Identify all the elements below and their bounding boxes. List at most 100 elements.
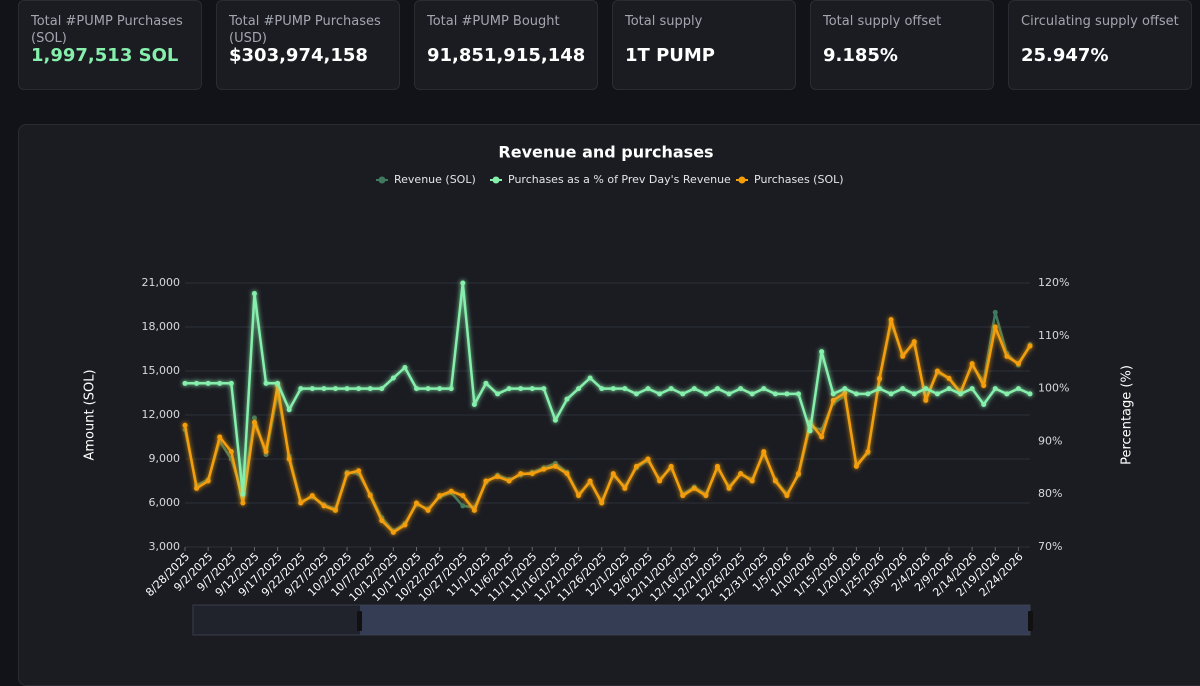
data-point — [946, 386, 952, 392]
data-point — [819, 434, 825, 440]
data-point — [981, 401, 987, 407]
data-point — [356, 386, 362, 392]
data-point — [356, 468, 362, 474]
data-point — [923, 386, 929, 392]
data-point — [298, 500, 304, 506]
y-tick-label: 18,000 — [142, 320, 181, 333]
data-point — [888, 317, 894, 323]
data-point — [205, 478, 211, 484]
data-point — [772, 391, 778, 397]
data-point — [865, 449, 871, 455]
data-point — [402, 522, 408, 528]
stat-label: Total #PUMP Bought — [427, 14, 560, 29]
navigator-handle[interactable] — [357, 611, 362, 631]
data-point — [714, 386, 720, 392]
stat-value: 1,997,513 SOL — [31, 45, 179, 66]
data-point — [992, 324, 998, 330]
data-point — [969, 386, 975, 392]
data-point — [506, 478, 512, 484]
legend-swatch — [378, 176, 386, 184]
stat-value: 1T PUMP — [625, 45, 715, 66]
stat-value: $303,974,158 — [229, 45, 368, 66]
y2-tick-label: 120% — [1038, 276, 1069, 289]
data-point — [471, 401, 477, 407]
data-point — [460, 280, 466, 286]
data-point — [911, 391, 917, 397]
stat-label: Total supply — [625, 14, 703, 29]
data-point — [344, 471, 350, 477]
data-point — [587, 478, 593, 484]
data-point — [807, 428, 813, 434]
stat-label: Total #PUMP Purchases (USD) — [229, 14, 381, 46]
data-point — [251, 415, 257, 421]
data-point — [958, 391, 964, 397]
data-point — [286, 456, 292, 462]
data-point — [286, 407, 292, 413]
data-point — [703, 391, 709, 397]
data-point — [194, 380, 200, 386]
data-point — [495, 391, 501, 397]
data-point — [668, 463, 674, 469]
data-point — [633, 463, 639, 469]
chart-panel — [18, 124, 1200, 686]
data-point — [795, 471, 801, 477]
y-tick-label: 12,000 — [142, 408, 181, 421]
legend-swatch — [738, 176, 746, 184]
stat-card: Total #PUMP Purchases (SOL) 1,997,513 SOL — [18, 0, 202, 90]
data-point — [622, 386, 628, 392]
data-point — [529, 386, 535, 392]
data-point — [379, 386, 385, 392]
data-point — [599, 386, 605, 392]
data-point — [969, 361, 975, 367]
data-point — [471, 507, 477, 513]
navigator-window[interactable] — [360, 605, 1030, 635]
y2-tick-label: 90% — [1038, 434, 1062, 447]
data-point — [981, 383, 987, 389]
data-point — [842, 386, 848, 392]
data-point — [298, 386, 304, 392]
data-point — [784, 493, 790, 499]
stat-card: Total #PUMP Bought 91,851,915,148 — [414, 0, 598, 90]
chart: Revenue and purchases Amount (SOL) Perce… — [83, 143, 1135, 636]
data-point — [506, 386, 512, 392]
data-point — [738, 386, 744, 392]
data-point — [576, 386, 582, 392]
data-point — [251, 419, 257, 425]
stat-card: Total supply offset 9.185% — [810, 0, 994, 90]
data-point — [830, 391, 836, 397]
data-point — [240, 491, 246, 497]
data-point — [182, 422, 188, 428]
data-point — [842, 390, 848, 396]
data-point — [425, 507, 431, 513]
data-point — [691, 485, 697, 491]
navigator-handle[interactable] — [1028, 611, 1033, 631]
stat-label: Circulating supply offset — [1021, 14, 1179, 29]
data-point — [552, 463, 558, 469]
y2-tick-label: 70% — [1038, 540, 1062, 553]
data-point — [518, 386, 524, 392]
data-point — [460, 493, 466, 499]
data-point — [518, 471, 524, 477]
data-point — [738, 471, 744, 477]
data-point — [344, 386, 350, 392]
data-point — [772, 478, 778, 484]
stat-card: Total #PUMP Purchases (USD) $303,974,158 — [216, 0, 400, 90]
data-point — [1004, 391, 1010, 397]
stat-label: Total #PUMP Purchases (SOL) — [31, 14, 183, 46]
data-point — [460, 503, 466, 509]
data-point — [622, 485, 628, 491]
y-tick-label: 9,000 — [149, 452, 181, 465]
data-point — [714, 463, 720, 469]
y-tick-label: 3,000 — [149, 540, 181, 553]
data-point — [367, 493, 373, 499]
data-point — [668, 386, 674, 392]
data-point — [182, 380, 188, 386]
data-point — [529, 471, 535, 477]
stat-value: 25.947% — [1021, 45, 1109, 66]
data-point — [437, 493, 443, 499]
data-point — [379, 518, 385, 524]
data-point — [414, 386, 420, 392]
data-point — [680, 493, 686, 499]
data-point — [332, 507, 338, 513]
y2-tick-label: 80% — [1038, 487, 1062, 500]
